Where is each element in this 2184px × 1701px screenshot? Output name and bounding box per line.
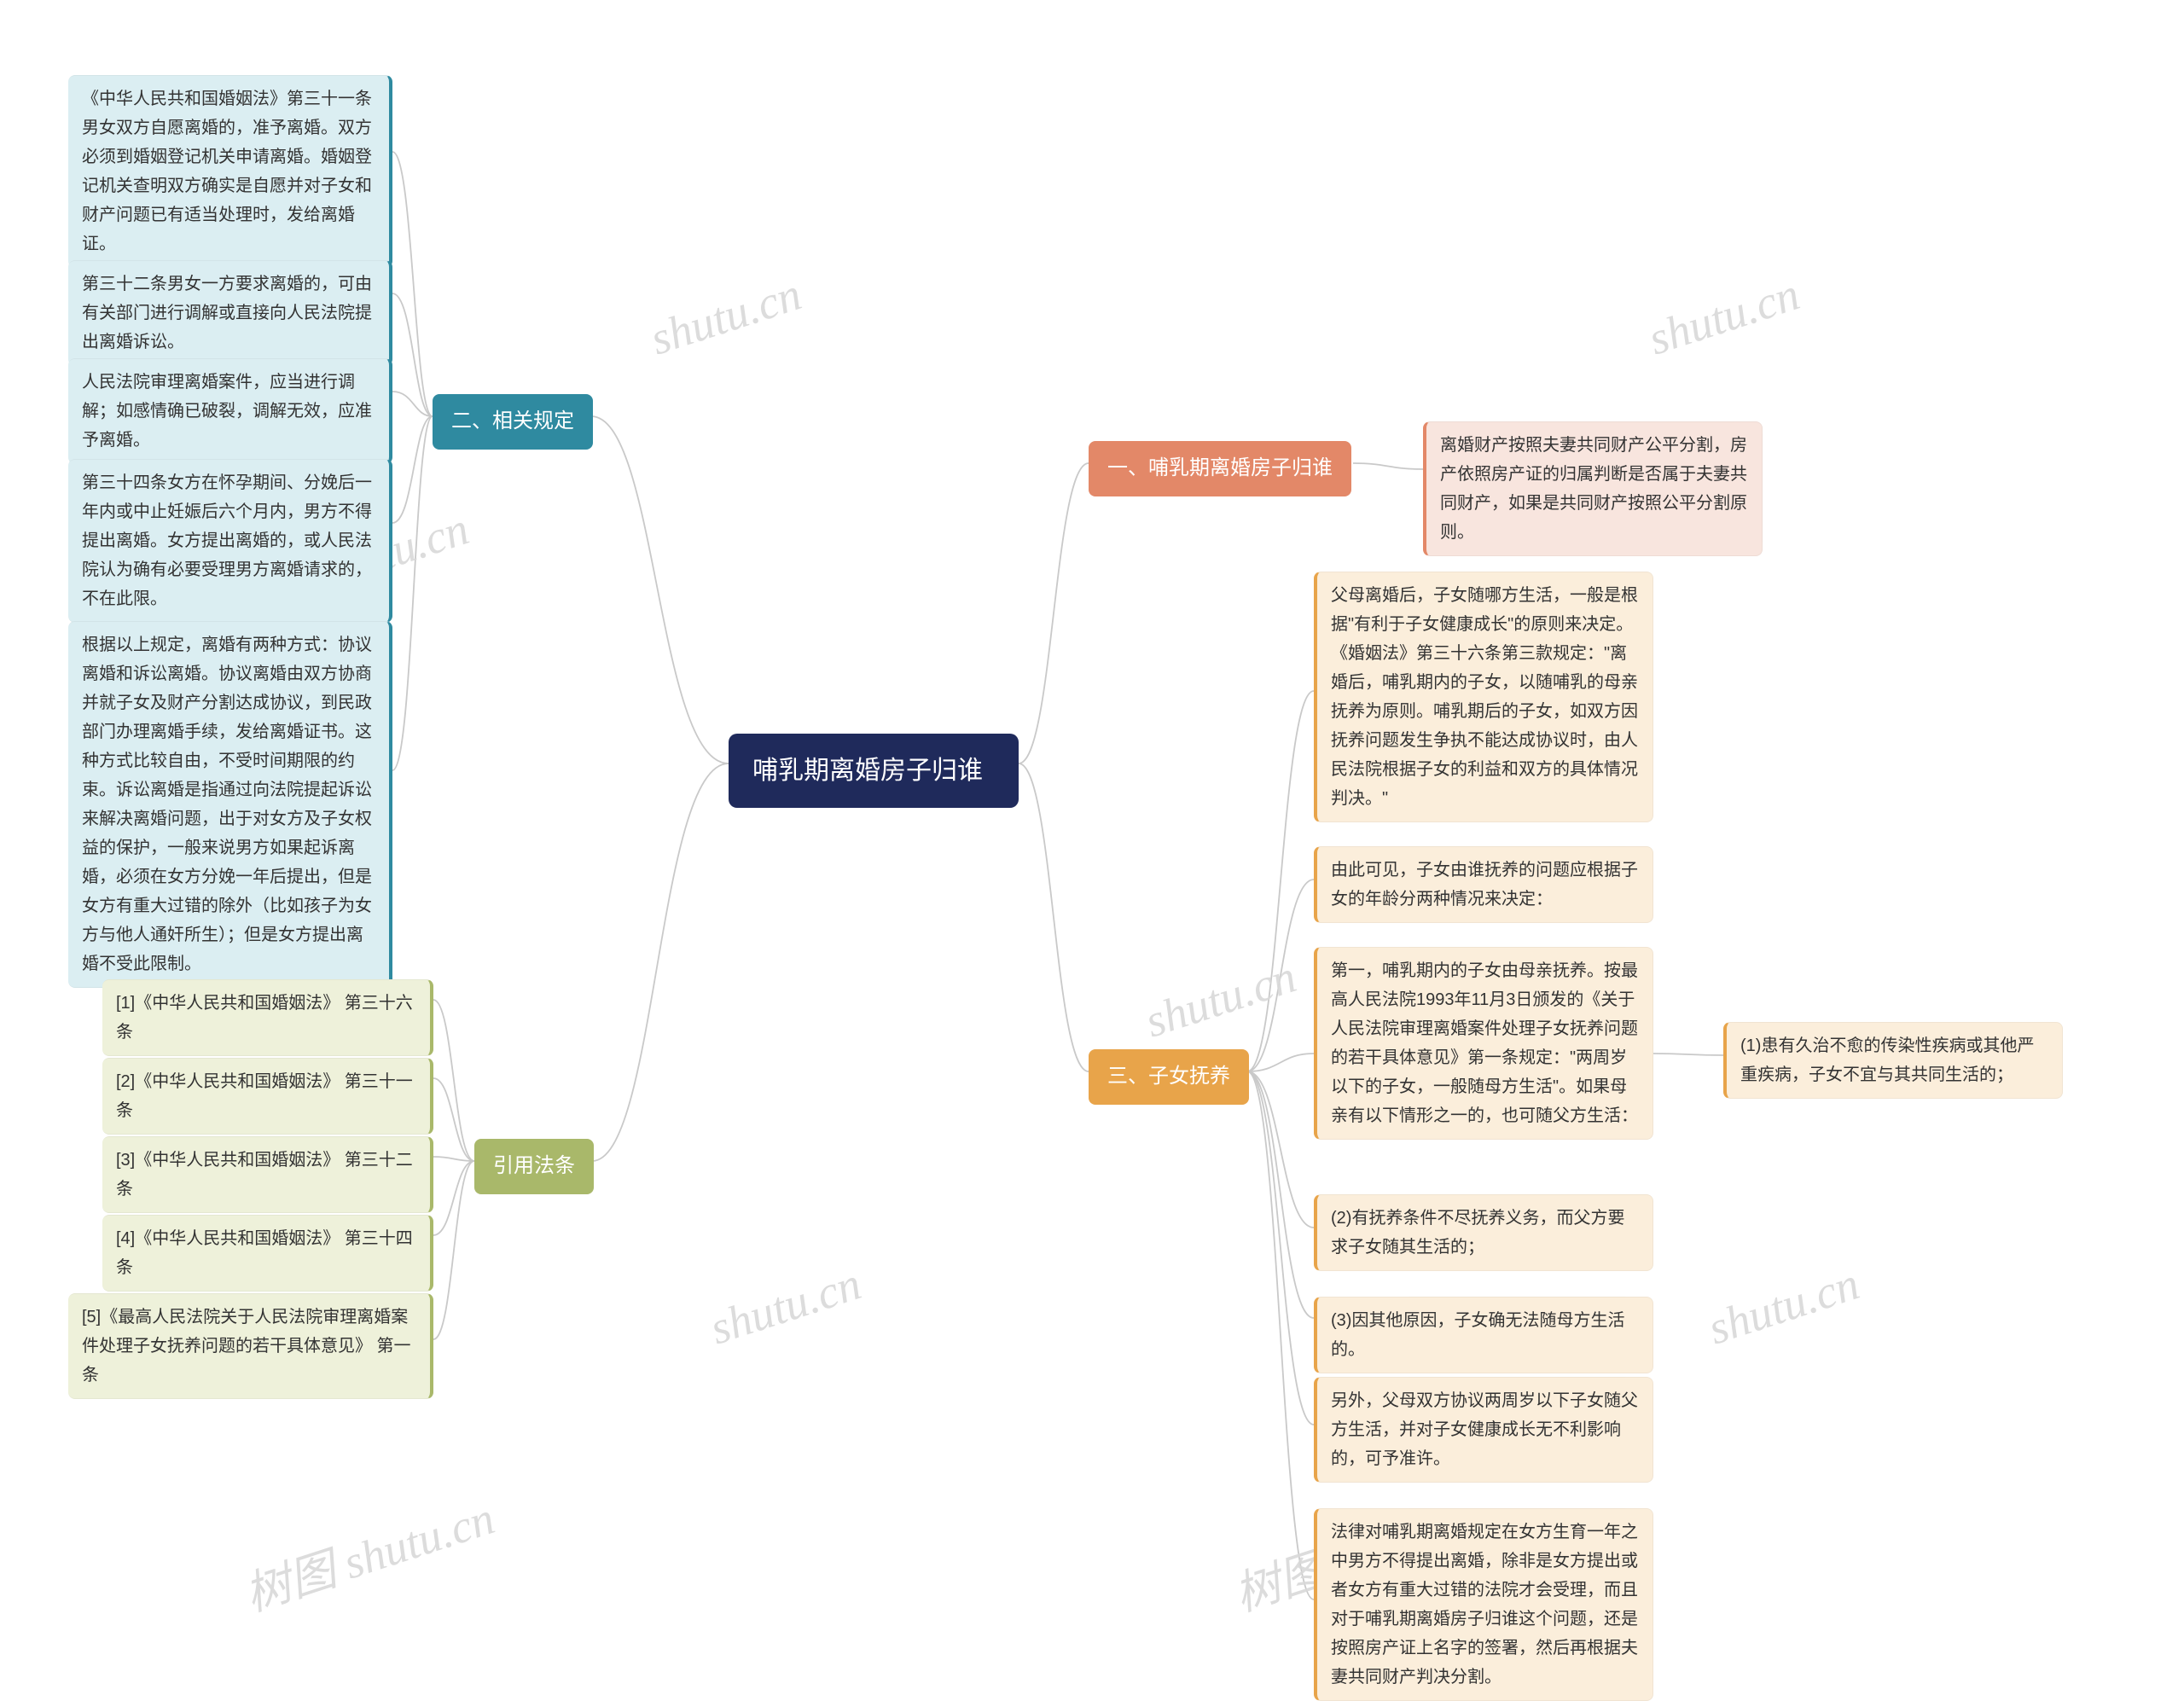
leaf-cited-0: [1]《中华人民共和国婚姻法》 第三十六条 [102,979,433,1056]
branch-child-custody[interactable]: 三、子女抚养 [1089,1049,1249,1105]
watermark: shutu.cn [1702,1257,1866,1355]
edge-b3-l1 [1247,880,1314,1071]
edge-b2-l4 [392,416,433,770]
leaf-cited-4: [5]《最高人民法院关于人民法院审理离婚案件处理子女抚养问题的若干具体意见》 第… [68,1293,433,1399]
edge-cited-l2 [433,1157,474,1161]
leaf-b2-1: 第三十二条男女一方要求离婚的，可由有关部门进行调解或直接向人民法院提出离婚诉讼。 [68,260,392,366]
watermark: 树图 shutu.cn [235,1480,502,1624]
edge-root-b3 [1019,763,1089,1071]
edge-b3-l5 [1247,1071,1314,1425]
leaf-b2-2: 人民法院审理离婚案件，应当进行调解；如感情确已破裂，调解无效，应准予离婚。 [68,358,392,464]
edge-cited-l1 [433,1078,474,1161]
edge-b3-l3 [1247,1071,1314,1228]
leaf-b3-4: (3)因其他原因，子女确无法随母方生活的。 [1314,1297,1653,1373]
edge-cited-l4 [433,1161,474,1339]
branch-regulations[interactable]: 二、相关规定 [433,394,593,450]
leaf-cited-3: [4]《中华人民共和国婚姻法》 第三十四条 [102,1215,433,1292]
branch-cited-laws[interactable]: 引用法条 [474,1139,594,1194]
leaf-b2-0: 《中华人民共和国婚姻法》第三十一条男女双方自愿离婚的，准予离婚。双方必须到婚姻登… [68,75,392,268]
edge-b3-l0 [1247,691,1314,1071]
edge-b2-l1 [392,293,433,416]
edge-b2-l0 [392,152,433,416]
watermark: shutu.cn [704,1257,868,1355]
root-node[interactable]: 哺乳期离婚房子归谁 [729,734,1019,808]
leaf-b3-2: 第一，哺乳期内的子女由母亲抚养。按最高人民法院1993年11月3日颁发的《关于人… [1314,947,1653,1140]
leaf-b3-5: 另外，父母双方协议两周岁以下子女随父方生活，并对子女健康成长无不利影响的，可予准… [1314,1377,1653,1483]
leaf-cited-1: [2]《中华人民共和国婚姻法》 第三十一条 [102,1058,433,1135]
edge-b3-l2 [1247,1054,1314,1071]
leaf-b3-3: (2)有抚养条件不尽抚养义务，而父方要求子女随其生活的； [1314,1194,1653,1271]
watermark: shutu.cn [1642,267,1806,365]
edge-b3-l2-sub [1653,1054,1723,1055]
edge-b2-l3 [392,416,433,523]
leaf-b3-6: 法律对哺乳期离婚规定在女方生育一年之中男方不得提出离婚，除非是女方提出或者女方有… [1314,1508,1653,1701]
leaf-b3-1: 由此可见，子女由谁抚养的问题应根据子女的年龄分两种情况来决定： [1314,846,1653,923]
edge-b3-l4 [1247,1071,1314,1318]
leaf-b3-2-sub: (1)患有久治不愈的传染性疾病或其他严重疾病，子女不宜与其共同生活的； [1723,1022,2063,1099]
leaf-b3-0: 父母离婚后，子女随哪方生活，一般是根据"有利于子女健康成长"的原则来决定。《婚姻… [1314,572,1653,822]
leaf-b1-0: 离婚财产按照夫妻共同财产公平分割，房产依照房产证的归属判断是否属于夫妻共同财产，… [1423,421,1763,556]
branch-house-ownership[interactable]: 一、哺乳期离婚房子归谁 [1089,441,1351,496]
edge-cited-l3 [433,1161,474,1235]
watermark: shutu.cn [1139,949,1303,1048]
edge-cited-l0 [433,1000,474,1161]
edge-b3-l6 [1247,1071,1314,1599]
edge-b2-l2 [392,392,433,416]
edge-root-b2 [591,416,729,763]
leaf-b2-4: 根据以上规定，离婚有两种方式：协议离婚和诉讼离婚。协议离婚由双方协商并就子女及财… [68,621,392,988]
edge-b1-l0 [1353,463,1423,469]
leaf-b2-3: 第三十四条女方在怀孕期间、分娩后一年内或中止妊娠后六个月内，男方不得提出离婚。女… [68,459,392,623]
leaf-cited-2: [3]《中华人民共和国婚姻法》 第三十二条 [102,1136,433,1213]
edge-root-cited [592,763,729,1161]
watermark: shutu.cn [644,267,808,365]
edge-root-b1 [1019,463,1089,763]
